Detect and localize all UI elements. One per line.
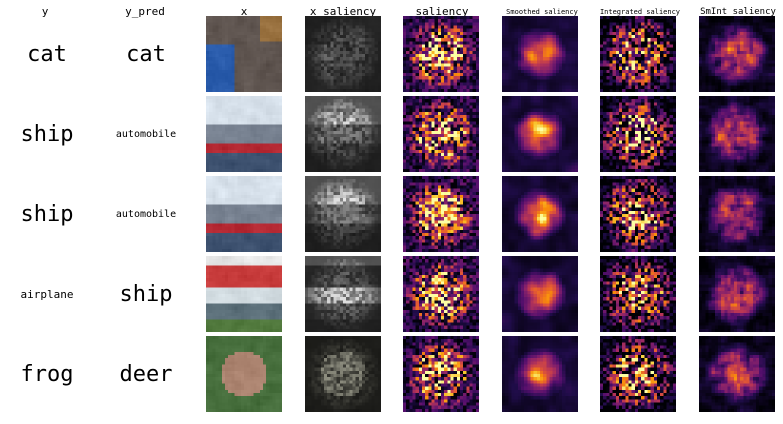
row-0-input-saliency-overlay bbox=[305, 16, 381, 92]
row-3-pred-label: ship bbox=[119, 281, 173, 307]
row-2-pred-label: automobile bbox=[115, 208, 177, 220]
row-0-input-saliency-overlay-graphic bbox=[305, 16, 381, 92]
header-y: y bbox=[41, 5, 49, 18]
row-2-smoothed-saliency-map-graphic bbox=[502, 176, 578, 252]
row-1-true-label: ship bbox=[20, 121, 74, 147]
header-smoothed-saliency: Smoothed saliency bbox=[506, 8, 578, 16]
row-3-input-saliency-overlay bbox=[305, 256, 381, 332]
row-2-saliency-map bbox=[403, 176, 479, 252]
row-3-integrated-saliency-map-graphic bbox=[600, 256, 676, 332]
row-1-input-saliency-overlay bbox=[305, 96, 381, 172]
row-2-smint-saliency-map bbox=[699, 176, 775, 252]
row-3-saliency-map-graphic bbox=[403, 256, 479, 332]
row-4-smint-saliency-map-graphic bbox=[699, 336, 775, 412]
row-2-integrated-saliency-map-graphic bbox=[600, 176, 676, 252]
row-2-saliency-map-graphic bbox=[403, 176, 479, 252]
row-4-smint-saliency-map bbox=[699, 336, 775, 412]
row-4-input-image bbox=[206, 336, 282, 412]
row-0-input-image bbox=[206, 16, 282, 92]
row-1-integrated-saliency-map-graphic bbox=[600, 96, 676, 172]
header-x-saliency: x saliency bbox=[309, 5, 377, 18]
row-4-smoothed-saliency-map-graphic bbox=[502, 336, 578, 412]
row-1-smoothed-saliency-map-graphic bbox=[502, 96, 578, 172]
header-y-pred: y_pred bbox=[125, 5, 165, 18]
row-4-smoothed-saliency-map bbox=[502, 336, 578, 412]
row-2-input-saliency-overlay bbox=[305, 176, 381, 252]
row-0-true-label: cat bbox=[27, 41, 67, 67]
row-4-true-label: frog bbox=[20, 361, 74, 387]
row-0-smint-saliency-map-graphic bbox=[699, 16, 775, 92]
header-saliency: saliency bbox=[415, 5, 469, 18]
row-4-input-saliency-overlay-graphic bbox=[305, 336, 381, 412]
row-1-input-saliency-overlay-graphic bbox=[305, 96, 381, 172]
row-1-smint-saliency-map-graphic bbox=[699, 96, 775, 172]
row-2-true-label: ship bbox=[20, 201, 74, 227]
header-integrated-saliency: Integrated saliency bbox=[599, 8, 681, 16]
row-2-smoothed-saliency-map bbox=[502, 176, 578, 252]
row-3-input-saliency-overlay-graphic bbox=[305, 256, 381, 332]
row-4-saliency-map-graphic bbox=[403, 336, 479, 412]
row-3-integrated-saliency-map bbox=[600, 256, 676, 332]
row-3-saliency-map bbox=[403, 256, 479, 332]
row-4-integrated-saliency-map-graphic bbox=[600, 336, 676, 412]
row-0-integrated-saliency-map bbox=[600, 16, 676, 92]
row-4-pred-label: deer bbox=[119, 361, 173, 387]
row-4-input-image-graphic bbox=[206, 336, 282, 412]
header-x: x bbox=[240, 5, 248, 18]
row-0-smint-saliency-map bbox=[699, 16, 775, 92]
row-2-input-image bbox=[206, 176, 282, 252]
row-0-smoothed-saliency-map bbox=[502, 16, 578, 92]
row-0-integrated-saliency-map-graphic bbox=[600, 16, 676, 92]
row-3-smint-saliency-map-graphic bbox=[699, 256, 775, 332]
row-1-input-image-graphic bbox=[206, 96, 282, 172]
row-4-saliency-map bbox=[403, 336, 479, 412]
row-1-smint-saliency-map bbox=[699, 96, 775, 172]
row-0-saliency-map bbox=[403, 16, 479, 92]
row-4-integrated-saliency-map bbox=[600, 336, 676, 412]
row-1-saliency-map-graphic bbox=[403, 96, 479, 172]
row-1-pred-label: automobile bbox=[115, 128, 177, 140]
row-1-saliency-map bbox=[403, 96, 479, 172]
row-1-integrated-saliency-map bbox=[600, 96, 676, 172]
row-2-smint-saliency-map-graphic bbox=[699, 176, 775, 252]
row-2-input-saliency-overlay-graphic bbox=[305, 176, 381, 252]
row-0-saliency-map-graphic bbox=[403, 16, 479, 92]
row-3-smint-saliency-map bbox=[699, 256, 775, 332]
row-3-input-image bbox=[206, 256, 282, 332]
row-3-smoothed-saliency-map bbox=[502, 256, 578, 332]
row-1-smoothed-saliency-map bbox=[502, 96, 578, 172]
row-4-input-saliency-overlay bbox=[305, 336, 381, 412]
header-smint-saliency: SmInt saliency bbox=[700, 7, 776, 17]
row-3-smoothed-saliency-map-graphic bbox=[502, 256, 578, 332]
row-1-input-image bbox=[206, 96, 282, 172]
row-3-true-label: airplane bbox=[20, 287, 74, 301]
row-2-input-image-graphic bbox=[206, 176, 282, 252]
row-3-input-image-graphic bbox=[206, 256, 282, 332]
row-0-input-image-graphic bbox=[206, 16, 282, 92]
row-0-pred-label: cat bbox=[126, 41, 166, 67]
row-0-smoothed-saliency-map-graphic bbox=[502, 16, 578, 92]
row-2-integrated-saliency-map bbox=[600, 176, 676, 252]
